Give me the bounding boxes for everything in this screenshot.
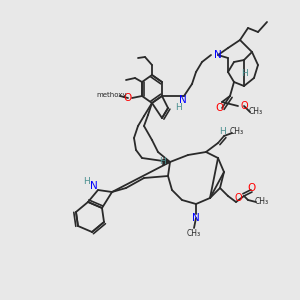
Text: H: H (175, 103, 182, 112)
Text: CH₃: CH₃ (187, 230, 201, 238)
Text: N: N (179, 95, 187, 105)
Text: CH₃: CH₃ (255, 197, 269, 206)
Text: CH₃: CH₃ (230, 128, 244, 136)
Text: O: O (124, 93, 132, 103)
Text: O: O (240, 101, 248, 111)
Text: H: H (241, 70, 248, 79)
Text: H: H (219, 127, 225, 136)
Text: N: N (192, 213, 200, 223)
Text: H: H (84, 178, 90, 187)
Text: N: N (90, 181, 98, 191)
Text: methoxy: methoxy (97, 92, 127, 98)
Text: O: O (234, 193, 242, 203)
Text: H: H (159, 158, 165, 166)
Polygon shape (163, 159, 170, 165)
Text: O: O (216, 103, 224, 113)
Text: N: N (214, 50, 222, 60)
Text: CH₃: CH₃ (249, 107, 263, 116)
Text: O: O (248, 183, 256, 193)
